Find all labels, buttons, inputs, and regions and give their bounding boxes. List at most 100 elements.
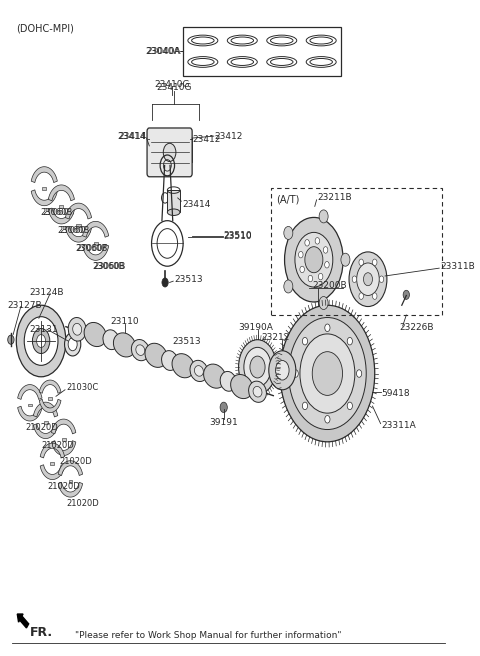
Circle shape: [305, 247, 323, 273]
Circle shape: [372, 259, 377, 266]
Text: 23040A: 23040A: [145, 47, 180, 56]
Circle shape: [324, 262, 329, 268]
Circle shape: [250, 356, 265, 378]
Polygon shape: [31, 167, 57, 182]
Text: (DOHC-MPI): (DOHC-MPI): [16, 24, 74, 33]
Polygon shape: [39, 380, 61, 393]
Ellipse shape: [231, 375, 253, 399]
Polygon shape: [48, 208, 74, 224]
Circle shape: [276, 361, 289, 380]
Circle shape: [363, 273, 372, 286]
Text: 23510: 23510: [224, 232, 252, 241]
Text: 23060B: 23060B: [75, 244, 108, 253]
Text: 23060B: 23060B: [92, 262, 124, 272]
Polygon shape: [58, 482, 83, 497]
Circle shape: [33, 329, 50, 354]
Circle shape: [280, 305, 375, 442]
Text: 23211B: 23211B: [317, 194, 352, 203]
Circle shape: [68, 338, 77, 351]
Circle shape: [162, 278, 168, 287]
Circle shape: [36, 335, 46, 348]
Polygon shape: [42, 187, 46, 190]
Circle shape: [319, 297, 328, 310]
Circle shape: [341, 253, 350, 266]
Polygon shape: [39, 400, 61, 413]
Text: 23110: 23110: [110, 317, 139, 326]
Circle shape: [357, 370, 362, 377]
Ellipse shape: [168, 209, 180, 215]
Polygon shape: [76, 224, 81, 226]
Circle shape: [163, 143, 176, 161]
Circle shape: [285, 217, 343, 302]
Circle shape: [312, 352, 343, 396]
Ellipse shape: [113, 333, 135, 357]
Text: 21020D: 21020D: [41, 441, 74, 449]
Circle shape: [324, 247, 328, 253]
Ellipse shape: [68, 318, 86, 341]
Polygon shape: [58, 461, 83, 476]
Circle shape: [349, 252, 387, 306]
Polygon shape: [34, 424, 58, 439]
Circle shape: [379, 276, 384, 283]
Circle shape: [352, 276, 357, 283]
Polygon shape: [28, 403, 32, 407]
Circle shape: [220, 402, 228, 413]
Ellipse shape: [162, 350, 178, 371]
Circle shape: [295, 232, 333, 287]
Text: (A/T): (A/T): [276, 195, 300, 205]
Polygon shape: [18, 384, 42, 400]
Text: 23060B: 23060B: [76, 244, 108, 253]
Text: 21020D: 21020D: [59, 457, 92, 466]
Ellipse shape: [194, 365, 204, 377]
Ellipse shape: [103, 330, 119, 350]
Text: 23510: 23510: [224, 231, 252, 240]
Text: 39190A: 39190A: [238, 323, 273, 333]
Ellipse shape: [145, 343, 167, 367]
Polygon shape: [51, 441, 76, 455]
Text: 59418: 59418: [382, 388, 410, 398]
Text: 23060B: 23060B: [41, 208, 73, 216]
Bar: [168, 190, 180, 213]
Polygon shape: [83, 245, 108, 260]
Circle shape: [244, 348, 271, 386]
Polygon shape: [65, 226, 92, 242]
Text: 23212: 23212: [261, 333, 290, 342]
Text: 23200B: 23200B: [312, 281, 347, 290]
Circle shape: [359, 259, 363, 266]
Polygon shape: [40, 443, 65, 458]
Circle shape: [372, 293, 377, 299]
Text: 23226B: 23226B: [399, 323, 434, 333]
Circle shape: [357, 263, 379, 295]
Text: 23311B: 23311B: [440, 262, 475, 271]
Polygon shape: [60, 205, 63, 209]
Bar: [183, 27, 341, 75]
Circle shape: [305, 239, 309, 246]
Polygon shape: [51, 419, 76, 434]
Polygon shape: [62, 438, 66, 441]
Circle shape: [239, 340, 276, 394]
Text: 23060B: 23060B: [58, 226, 90, 235]
Circle shape: [347, 337, 352, 345]
Text: 23410G: 23410G: [156, 83, 192, 92]
Polygon shape: [40, 464, 65, 480]
Circle shape: [318, 274, 323, 280]
Text: 21020D: 21020D: [48, 482, 81, 491]
Text: 23131: 23131: [30, 325, 59, 334]
Circle shape: [359, 293, 363, 299]
Circle shape: [325, 415, 330, 423]
Text: 23124B: 23124B: [30, 288, 64, 297]
Polygon shape: [34, 402, 58, 417]
Circle shape: [319, 210, 328, 223]
Circle shape: [300, 334, 355, 413]
Text: 23513: 23513: [173, 337, 202, 346]
Ellipse shape: [132, 340, 149, 361]
Circle shape: [269, 351, 296, 390]
Circle shape: [302, 402, 308, 409]
Ellipse shape: [220, 371, 236, 391]
Polygon shape: [65, 203, 92, 219]
Circle shape: [300, 266, 304, 273]
Text: 21030C: 21030C: [66, 383, 98, 392]
Circle shape: [293, 370, 298, 377]
Polygon shape: [94, 242, 98, 245]
Polygon shape: [31, 190, 57, 206]
